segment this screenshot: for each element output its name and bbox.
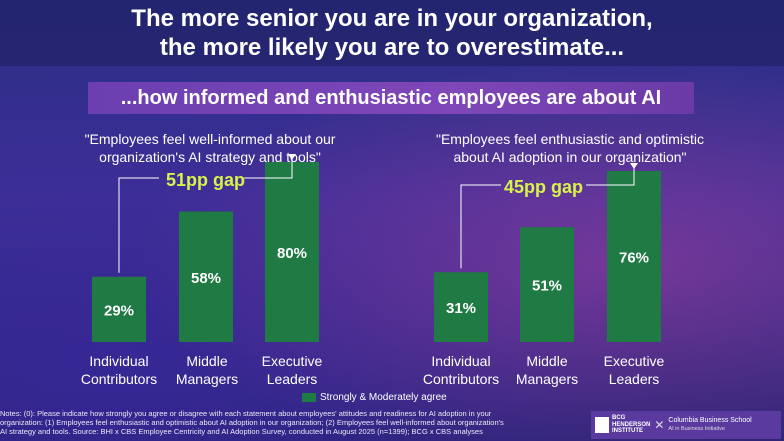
chart-2-gap-label: 45pp gap: [504, 177, 584, 197]
chart-2-title-line-2: about AI adoption in our organization": [453, 149, 687, 165]
category-line-1: Executive: [261, 353, 323, 369]
chart-2-category-executive: Executive Leaders: [587, 352, 681, 388]
chart-1-value-label-1: 29%: [104, 302, 134, 319]
category-line-1: Middle: [526, 353, 568, 369]
category-line-2: Leaders: [608, 371, 660, 387]
subtitle-banner: ...how informed and enthusiastic employe…: [88, 82, 694, 114]
legend-swatch: [302, 392, 316, 402]
bcg-logo-line-3: INSTITUTE: [612, 428, 643, 435]
legend-label: Strongly & Moderately agree: [320, 392, 447, 403]
title-line-2: the more likely you are to overestimate.…: [159, 34, 625, 61]
chart-1-value-label-3: 80%: [277, 245, 307, 262]
cbs-logo-line-1: Columbia Business School: [668, 417, 752, 424]
chart-1-gap-label: 51pp gap: [166, 170, 246, 190]
cbs-logo-line-2: AI in Business Initiative: [668, 426, 725, 432]
chart-1-title-line-2: organization's AI strategy and tools": [99, 149, 321, 165]
columbia-business-school-logo: Columbia Business School AI in Business …: [668, 417, 751, 433]
chart-2-gap-bracket-left: [460, 184, 501, 269]
category-line-1: Individual: [89, 353, 149, 369]
chart-1-category-executive: Executive Leaders: [245, 352, 339, 388]
chart-1-title: "Employees feel well-informed about our …: [40, 130, 380, 166]
category-line-2: Leaders: [266, 371, 318, 387]
chart-2-title: "Employees feel enthusiastic and optimis…: [400, 130, 740, 166]
legend: Strongly & Moderately agree: [302, 392, 447, 403]
category-line-2: Managers: [515, 371, 579, 387]
chart-2-gap-arrow-icon: [630, 163, 638, 169]
chart-2-bar-1: [434, 272, 488, 342]
chart-2-gap-bracket-right: [586, 165, 635, 186]
chart-2-value-label-3: 76%: [619, 250, 649, 267]
chart-1-bar-1: [92, 276, 146, 342]
category-line-1: Executive: [603, 353, 665, 369]
chart-2-category-middle: Middle Managers: [500, 352, 594, 388]
notes-line-2: organization: (1) Employees feel enthusi…: [0, 418, 504, 427]
chart-1-gap-arrow-icon: [288, 154, 296, 160]
header-band: [0, 0, 784, 66]
chart-1-category-individual: Individual Contributors: [72, 352, 166, 388]
footnotes: Notes: (0): Please indicate how strongly…: [0, 409, 580, 436]
chart-2-bar-3: [607, 171, 661, 342]
bcg-shield-icon: [595, 417, 609, 433]
notes-line-1: Notes: (0): Please indicate how strongly…: [0, 409, 492, 418]
page-title: The more senior you are in your organiza…: [0, 4, 784, 62]
chart-2-value-label-1: 31%: [446, 300, 476, 317]
category-line-2: Contributors: [80, 371, 158, 387]
category-line-1: Individual: [431, 353, 491, 369]
chart-2-title-line-1: "Employees feel enthusiastic and optimis…: [436, 131, 704, 147]
chart-1-gap-bracket-right: [244, 156, 293, 179]
logo-strip: BCG HENDERSON INSTITUTE ✕ Columbia Busin…: [591, 411, 781, 439]
category-line-1: Middle: [186, 353, 228, 369]
bcg-henderson-logo: BCG HENDERSON INSTITUTE: [595, 415, 650, 435]
chart-1-title-line-1: "Employees feel well-informed about our: [84, 131, 336, 147]
category-line-2: Contributors: [422, 371, 500, 387]
chart-1-bar-3: [265, 162, 319, 342]
notes-line-3: AI strategy and tools. Source: BHI x CBS…: [0, 427, 483, 436]
title-line-1: The more senior you are in your organiza…: [131, 5, 653, 32]
chart-1-gap-bracket-left: [118, 177, 159, 273]
chart-2-category-individual: Individual Contributors: [414, 352, 508, 388]
bcg-logo-line-2: HENDERSON: [612, 421, 651, 428]
chart-2-value-label-2: 51%: [532, 278, 562, 295]
bcg-logo-line-1: BCG: [612, 415, 626, 422]
chart-1-value-label-2: 58%: [191, 270, 221, 287]
category-line-2: Managers: [175, 371, 239, 387]
chart-2-bar-2: [520, 227, 574, 342]
chart-1-bar-2: [179, 211, 233, 342]
chart-1-category-middle: Middle Managers: [160, 352, 254, 388]
cross-icon: ✕: [654, 418, 665, 432]
